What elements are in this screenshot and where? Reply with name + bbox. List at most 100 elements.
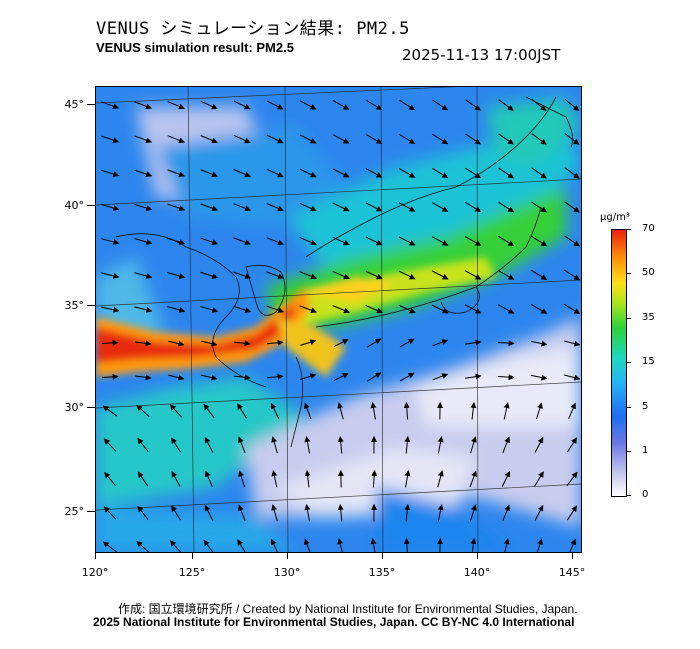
- wind-vector: [137, 471, 149, 487]
- wind-vector: [497, 304, 515, 314]
- wind-vector: [167, 101, 185, 110]
- lat-tick: [87, 407, 95, 408]
- wind-vector: [404, 435, 411, 454]
- wind-vector: [498, 133, 514, 145]
- colorbar-tick: [626, 273, 631, 274]
- wind-vector: [337, 538, 344, 552]
- wind-vector: [101, 135, 120, 143]
- wind-vector: [167, 306, 186, 313]
- wind-vector: [167, 271, 186, 279]
- wind-vector: [503, 538, 510, 552]
- wind-vector: [530, 304, 548, 314]
- wind-vector: [200, 135, 218, 144]
- lat-label-35: 35°: [64, 299, 85, 312]
- pm25-field: [96, 87, 581, 552]
- wind-vector: [169, 540, 182, 552]
- colorbar-label-1: 1: [642, 445, 649, 456]
- wind-vector: [134, 272, 153, 279]
- wind-vector: [304, 538, 311, 552]
- wind-vector: [399, 99, 416, 111]
- title-english: VENUS simulation result: PM2.5: [96, 40, 294, 55]
- wind-vector: [271, 504, 278, 522]
- pm25-map: [95, 86, 582, 553]
- lon-tick: [287, 552, 288, 559]
- wind-vector: [437, 537, 444, 552]
- wind-vector: [398, 304, 416, 314]
- wind-vector: [137, 505, 149, 521]
- wind-vector: [431, 270, 449, 280]
- wind-vector: [266, 305, 285, 314]
- wind-vector: [167, 169, 186, 178]
- lon-label-120: 120°: [81, 566, 109, 579]
- lat-tick: [87, 104, 95, 105]
- wind-vector: [531, 167, 547, 179]
- wind-vector: [266, 168, 284, 178]
- wind-vector: [503, 402, 510, 420]
- wind-vector: [365, 236, 383, 246]
- wind-vector: [437, 470, 444, 488]
- wind-vector: [266, 373, 284, 380]
- colorbar-tick: [626, 229, 631, 230]
- wind-vector: [299, 134, 317, 144]
- wind-vector: [536, 538, 543, 552]
- lon-label-135: 135°: [368, 566, 396, 579]
- lon-tick: [477, 552, 478, 559]
- wind-vector: [531, 99, 547, 111]
- credit-line-1: 作成: 国立環境研究所 / Created by National Instit…: [118, 602, 578, 616]
- lon-tick: [95, 552, 96, 559]
- wind-vector: [332, 100, 350, 110]
- wind-vector: [498, 167, 514, 179]
- wind-vector: [432, 133, 449, 145]
- wind-vector: [398, 236, 416, 246]
- wind-vector: [465, 373, 482, 380]
- wind-vector: [465, 339, 482, 346]
- lon-label-125: 125°: [178, 566, 206, 579]
- wind-vector: [134, 203, 153, 211]
- wind-vector: [403, 537, 410, 552]
- wind-vector: [266, 100, 284, 110]
- wind-vector: [304, 402, 312, 420]
- wind-vector: [136, 404, 150, 418]
- wind-vector: [535, 402, 543, 420]
- wind-vector: [103, 506, 117, 520]
- wind-vector: [266, 339, 284, 346]
- wind-vector: [399, 338, 415, 348]
- wind-vector: [531, 133, 547, 145]
- wind-vector: [266, 271, 284, 280]
- wind-vector: [497, 270, 515, 280]
- wind-vector: [101, 238, 120, 245]
- wind-vector: [205, 470, 213, 488]
- wind-vector: [201, 374, 218, 381]
- wind-vector: [233, 305, 252, 313]
- timestamp: 2025-11-13 17:00JST: [402, 46, 561, 64]
- wind-vector: [398, 202, 416, 212]
- wind-vector: [102, 405, 118, 417]
- wind-vector: [135, 340, 152, 347]
- wind-vector: [136, 540, 150, 552]
- lat-label-45: 45°: [64, 98, 85, 111]
- wind-vector: [238, 436, 246, 454]
- wind-vector: [464, 270, 482, 280]
- wind-vector: [304, 436, 311, 454]
- wind-vector: [101, 101, 120, 110]
- wind-vector: [366, 99, 383, 111]
- wind-vector: [333, 338, 349, 348]
- wind-vector: [299, 202, 317, 212]
- wind-vector: [266, 203, 284, 212]
- wind-vector: [498, 99, 514, 111]
- title-japanese: VENUS シミュレーション結果: PM2.5: [96, 19, 410, 39]
- wind-vector: [101, 272, 120, 279]
- wind-vector: [134, 238, 153, 245]
- wind-vector: [134, 169, 153, 177]
- wind-vector: [404, 503, 411, 522]
- wind-vector: [299, 271, 317, 280]
- wind-vector: [233, 134, 251, 144]
- wind-vector: [233, 237, 252, 246]
- wind-vector: [167, 203, 186, 212]
- wind-vector: [564, 235, 580, 247]
- wind-vector: [332, 305, 350, 314]
- wind-vector: [332, 236, 350, 246]
- wind-vector: [534, 436, 544, 453]
- wind-vector: [564, 340, 581, 347]
- wind-vector: [465, 167, 482, 179]
